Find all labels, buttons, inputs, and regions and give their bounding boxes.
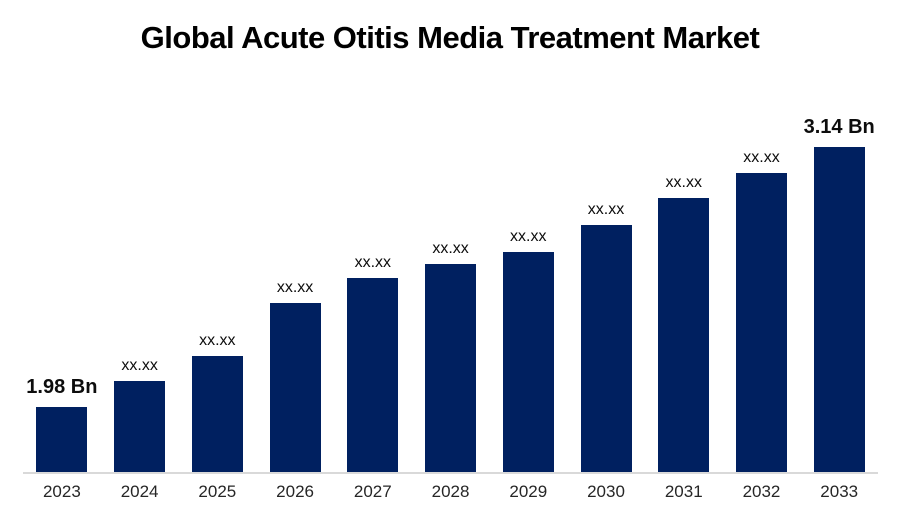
bar-2033 [813, 147, 865, 472]
bar-2028 [425, 264, 477, 472]
bar-value-label: xx.xx [276, 278, 314, 296]
bar-value-label: xx.xx [743, 148, 780, 166]
bar-2031 [658, 198, 710, 472]
bar-2025 [191, 356, 243, 472]
bar-value-label: 1.98 Bn [26, 376, 98, 398]
x-tick-label: 2025 [198, 482, 237, 501]
bar-slot: xx.xx [101, 357, 179, 472]
bar-value-label: xx.xx [354, 253, 392, 271]
bar-value-label: xx.xx [665, 173, 702, 191]
bar-slot: 1.98 Bn [23, 376, 101, 472]
bar-slot: xx.xx [723, 149, 801, 472]
bar-slot: xx.xx [256, 279, 334, 472]
x-axis-tick-row: 2023 2024 2025 2026 2027 2028 2029 2030 2031 2032… [23, 483, 878, 500]
x-tick-label: 2033 [820, 482, 859, 501]
bar-slot: xx.xx [567, 201, 645, 472]
x-tick-label: 2024 [120, 482, 159, 501]
bar-value-label: xx.xx [587, 200, 625, 218]
x-tick-label: 2031 [664, 482, 703, 501]
bar-2029 [502, 252, 554, 472]
x-tick-label: 2028 [431, 482, 470, 501]
chart-title: Global Acute Otitis Media Treatment Mark… [140, 20, 760, 55]
bar-slot: xx.xx [645, 174, 723, 472]
x-tick-label: 2029 [509, 482, 548, 501]
x-tick-label: 2030 [587, 482, 625, 501]
x-tick-label: 2026 [276, 482, 314, 501]
bar-slot: xx.xx [178, 332, 256, 472]
x-tick-label: 2023 [42, 482, 81, 501]
bar-value-label: 3.14 Bn [803, 116, 875, 138]
x-axis-line [23, 472, 878, 474]
bar-2024 [114, 381, 166, 472]
bar-2023 [36, 407, 88, 472]
bar-slot: xx.xx [412, 240, 490, 472]
x-tick-label: 2027 [353, 482, 392, 501]
bar-value-label: xx.xx [199, 331, 236, 349]
bar-slot: 3.14 Bn [800, 116, 878, 472]
bar-2030 [580, 225, 632, 472]
bar-2027 [347, 278, 399, 472]
bar-value-label: xx.xx [432, 239, 469, 257]
bar-slot: xx.xx [334, 254, 412, 472]
plot-area: 1.98 Bn xx.xx xx.xx xx.xx xx.xx xx.xx xx.xx xx.… [23, 0, 878, 472]
bar-2026 [269, 303, 321, 472]
bar-2032 [735, 173, 787, 472]
bar-value-label: xx.xx [510, 227, 547, 245]
x-tick-label: 2032 [742, 482, 781, 501]
bar-slot: xx.xx [489, 228, 567, 472]
bar-value-label: xx.xx [121, 356, 158, 374]
